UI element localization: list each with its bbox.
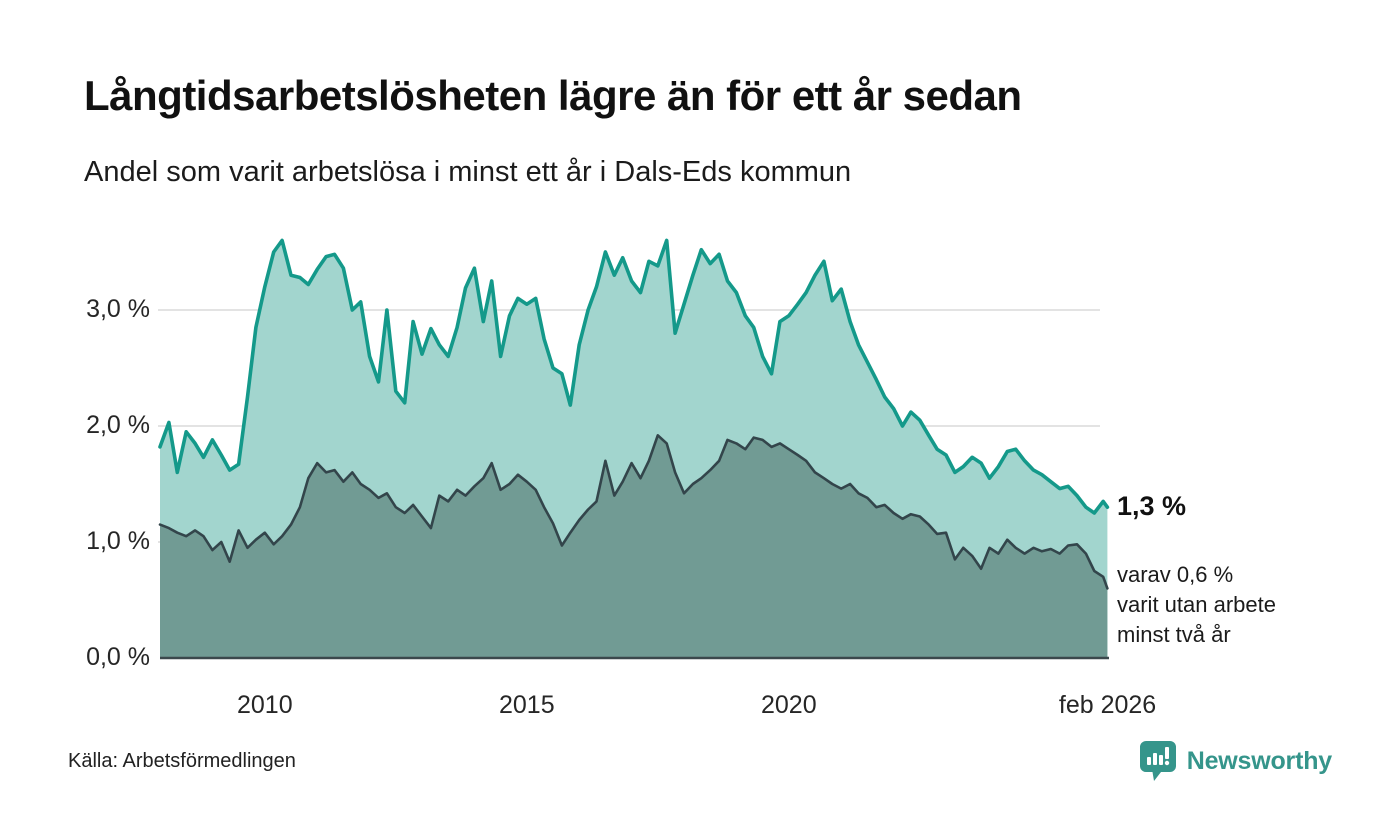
x-tick-label: 2010 bbox=[236, 691, 293, 719]
brand-logo: Newsworthy bbox=[1139, 740, 1332, 782]
y-tick-label: 2,0 % bbox=[86, 411, 150, 439]
line-min-two-years bbox=[158, 433, 1109, 590]
page-subtitle: Andel som varit arbetslösa i minst ett å… bbox=[84, 156, 852, 188]
x-tick-label: 2020 bbox=[760, 691, 817, 719]
line-min-one-year bbox=[158, 238, 1110, 515]
newsworthy-icon bbox=[1139, 741, 1176, 781]
y-tick-label: 3,0 % bbox=[86, 295, 150, 323]
y-tick-label: 0,0 % bbox=[86, 643, 150, 671]
brand-name: Newsworthy bbox=[1186, 746, 1332, 775]
source-attribution: Källa: Arbetsförmedlingen bbox=[68, 750, 296, 772]
y-tick-label: 1,0 % bbox=[86, 527, 150, 555]
series-end-value-label: 1,3 % bbox=[1117, 491, 1187, 521]
x-tick-label: 2015 bbox=[498, 691, 555, 719]
x-tick-label: feb 2026 bbox=[1058, 691, 1157, 719]
page-title: Långtidsarbetslösheten lägre än för ett … bbox=[84, 72, 1022, 119]
area-min-two-years bbox=[160, 435, 1108, 658]
series-end-sub-label: varav 0,6 % varit utan arbete minst två … bbox=[1117, 562, 1276, 647]
